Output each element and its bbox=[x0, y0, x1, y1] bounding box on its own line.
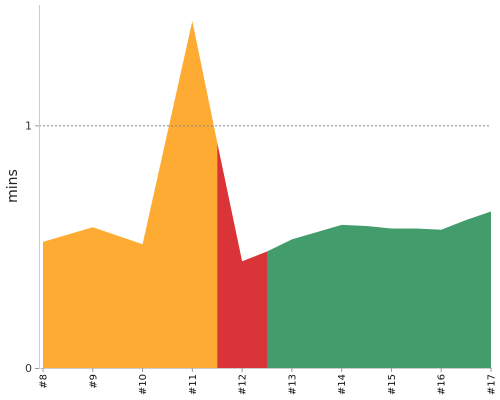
x-tick-label: #12 bbox=[238, 374, 249, 395]
x-tick-label: #8 bbox=[39, 374, 50, 389]
area-series-3 bbox=[267, 211, 491, 368]
y-tick-label: 1 bbox=[25, 119, 32, 132]
x-tick-label: #10 bbox=[138, 374, 149, 395]
x-tick-label: #11 bbox=[188, 374, 199, 395]
x-tick-label: #13 bbox=[287, 374, 298, 395]
y-tick-label: 0 bbox=[25, 362, 32, 375]
x-tick-label: #16 bbox=[437, 374, 448, 395]
area-series-2 bbox=[217, 142, 267, 368]
y-axis-label: mins bbox=[5, 169, 21, 203]
area-series-1 bbox=[43, 21, 218, 368]
x-tick-label: #15 bbox=[387, 374, 398, 395]
x-axis-ticks: #8 #9 #10 #11 #12 #13 #14 #15 #16 #17 bbox=[39, 368, 498, 395]
x-tick-label: #14 bbox=[337, 374, 348, 395]
x-tick-label: #9 bbox=[88, 374, 99, 389]
area-series-group bbox=[43, 21, 491, 368]
x-tick-label: #17 bbox=[487, 374, 498, 395]
y-axis-ticks: 01 bbox=[25, 119, 39, 375]
